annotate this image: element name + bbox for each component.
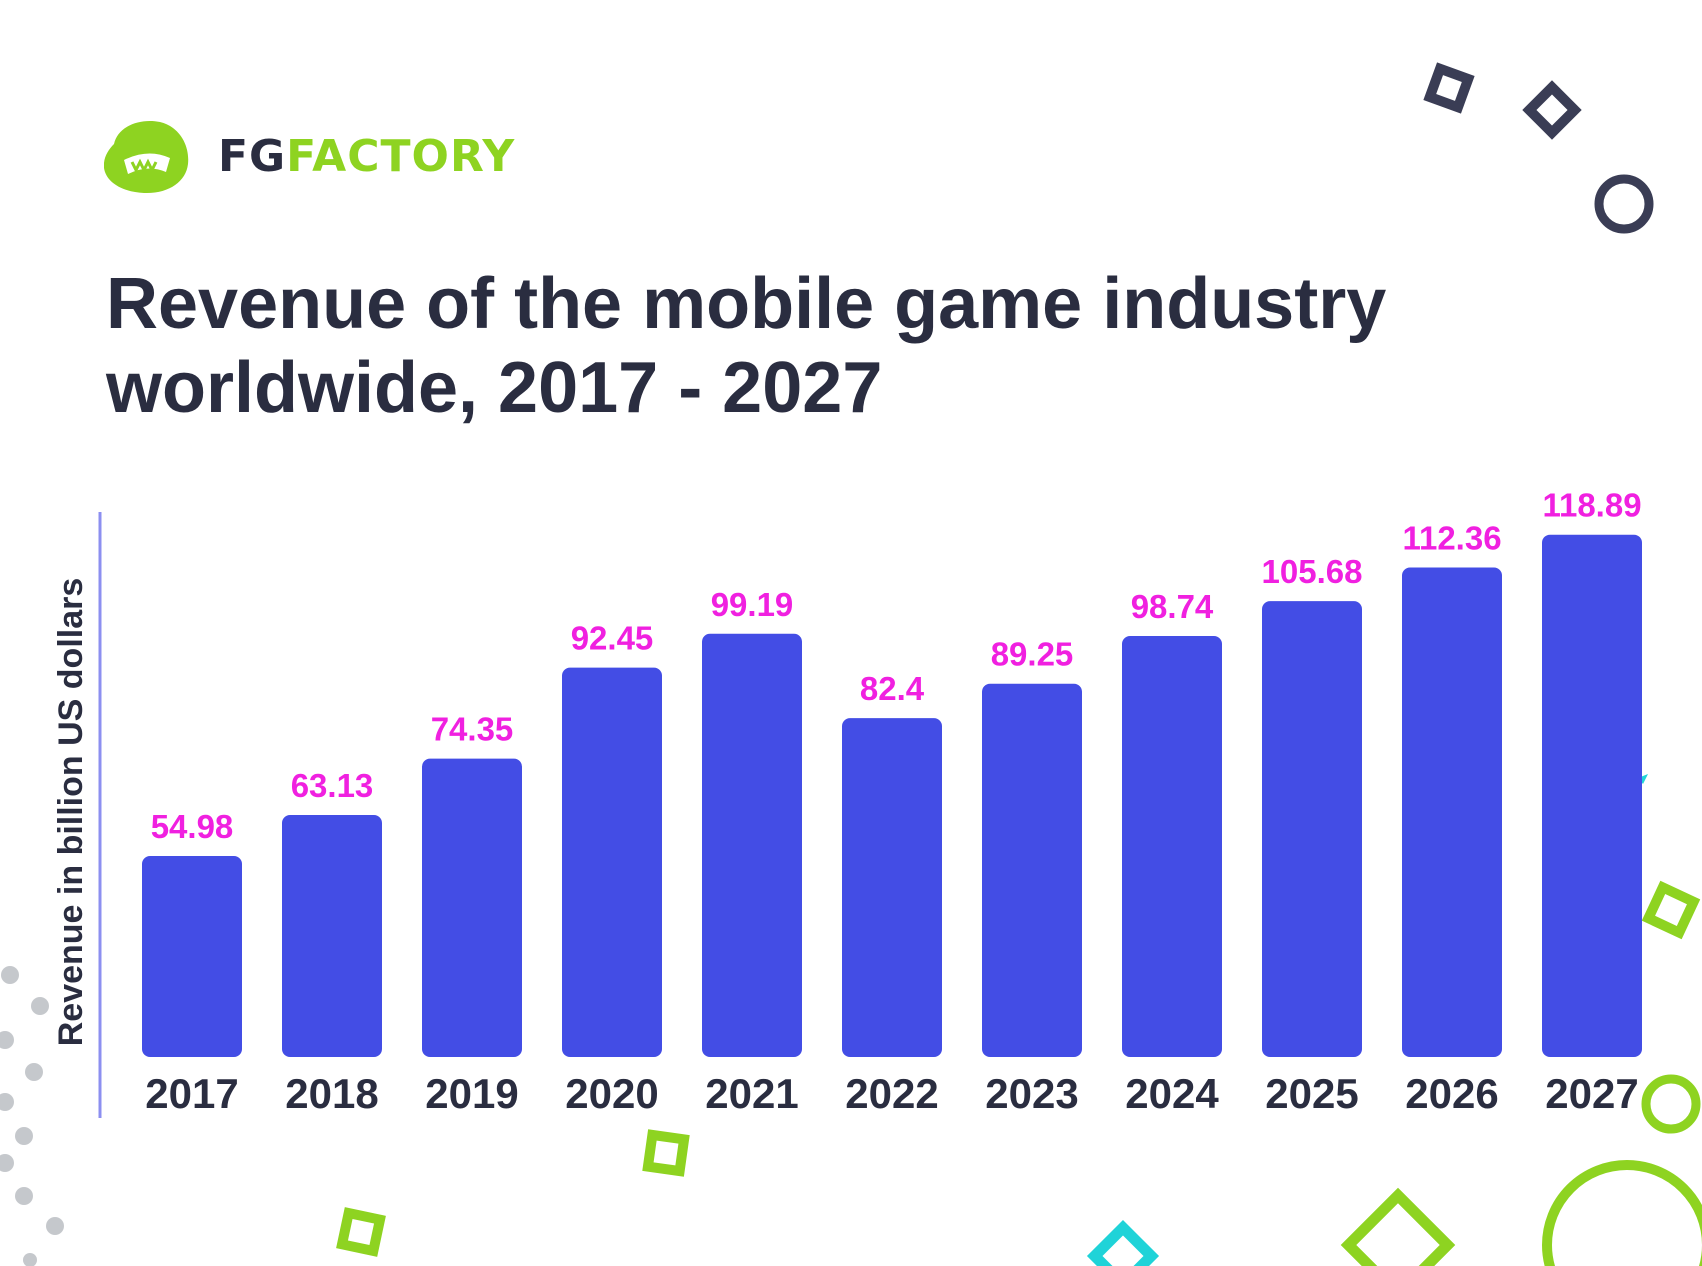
bar-2023 <box>982 683 1082 1057</box>
x-tick-label-2024: 2024 <box>1125 1070 1219 1117</box>
title-line-1: Revenue of the mobile game industry <box>106 264 1387 344</box>
x-tick-label-2018: 2018 <box>285 1070 378 1117</box>
value-label-2027: 118.89 <box>1542 487 1641 524</box>
value-label-2017: 54.98 <box>151 808 234 845</box>
bar-2027 <box>1542 534 1642 1057</box>
value-label-2020: 92.45 <box>571 620 654 657</box>
x-tick-label-2017: 2017 <box>145 1070 238 1117</box>
x-tick-label-2020: 2020 <box>565 1070 658 1117</box>
value-label-2021: 99.19 <box>711 586 794 623</box>
bar-2026 <box>1402 567 1502 1057</box>
bar-2020 <box>562 667 662 1057</box>
value-label-2023: 89.25 <box>991 636 1074 673</box>
x-tick-label-2023: 2023 <box>985 1070 1078 1117</box>
x-tick-label-2026: 2026 <box>1405 1070 1498 1117</box>
brand-fg: FG <box>218 130 287 182</box>
bars-layer: 54.98 2017 63.13 2018 74.35 2019 92.45 2020 99.1… <box>142 487 1642 1117</box>
value-label-2019: 74.35 <box>431 711 514 748</box>
bar-2025 <box>1262 601 1362 1057</box>
value-label-2024: 98.74 <box>1131 588 1214 625</box>
bar-2024 <box>1122 636 1222 1057</box>
x-tick-label-2021: 2021 <box>705 1070 798 1117</box>
value-label-2025: 105.68 <box>1262 553 1363 590</box>
x-tick-label-2022: 2022 <box>845 1070 938 1117</box>
x-tick-label-2019: 2019 <box>425 1070 518 1117</box>
x-tick-label-2025: 2025 <box>1265 1070 1358 1117</box>
bar-2018 <box>282 815 382 1057</box>
bar-2021 <box>702 633 802 1057</box>
x-tick-label-2027: 2027 <box>1545 1070 1638 1117</box>
value-label-2026: 112.36 <box>1402 520 1501 557</box>
brand-logo: FGFACTORY <box>104 116 515 196</box>
title-line-2: worldwide, 2017 - 2027 <box>106 348 883 428</box>
value-label-2022: 82.4 <box>860 670 925 707</box>
bar-2022 <box>842 718 942 1057</box>
y-axis-label: Revenue in billion US dollars <box>52 578 90 1047</box>
monster-logo-icon <box>104 121 189 194</box>
bar-2019 <box>422 758 522 1057</box>
brand-wordmark: FGFACTORY <box>218 131 515 182</box>
page-title: Revenue of the mobile game industry worl… <box>106 262 1506 430</box>
brand-factory: FACTORY <box>286 130 516 182</box>
value-label-2018: 63.13 <box>291 767 374 804</box>
bar-2017 <box>142 856 242 1057</box>
